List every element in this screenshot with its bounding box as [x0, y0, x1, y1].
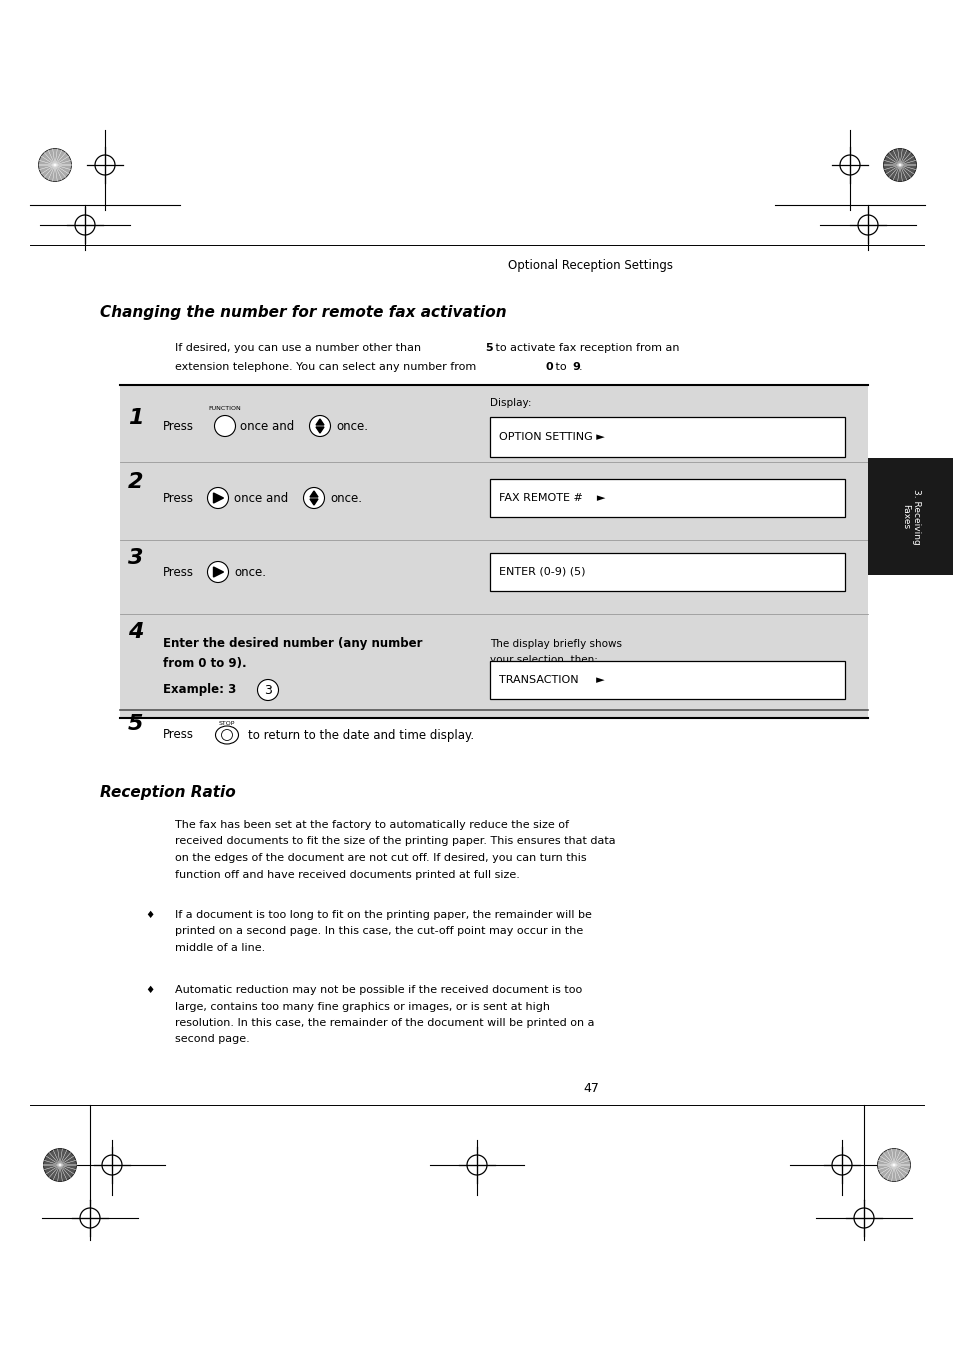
Text: 3: 3 — [264, 684, 272, 697]
Text: 3. Receiving
Faxes: 3. Receiving Faxes — [901, 489, 920, 544]
Text: to return to the date and time display.: to return to the date and time display. — [248, 728, 474, 742]
Circle shape — [882, 149, 916, 181]
Text: 5: 5 — [484, 343, 492, 353]
Text: Display:: Display: — [490, 399, 531, 408]
Circle shape — [44, 1148, 76, 1182]
Text: on the edges of the document are not cut off. If desired, you can turn this: on the edges of the document are not cut… — [174, 852, 586, 863]
Text: 5: 5 — [128, 713, 143, 734]
Text: Optional Reception Settings: Optional Reception Settings — [507, 258, 672, 272]
Text: ♦: ♦ — [145, 911, 154, 920]
Text: The display briefly shows: The display briefly shows — [490, 639, 621, 648]
Text: 9: 9 — [572, 362, 579, 372]
Text: once and: once and — [233, 492, 288, 504]
Text: Press: Press — [163, 728, 193, 742]
Bar — [490, 480, 844, 517]
Text: once.: once. — [233, 566, 266, 578]
Text: printed on a second page. In this case, the cut-off point may occur in the: printed on a second page. In this case, … — [174, 927, 582, 936]
Text: TRANSACTION     ►: TRANSACTION ► — [498, 676, 604, 685]
Text: second page.: second page. — [174, 1035, 250, 1044]
Text: Press: Press — [163, 492, 193, 504]
Text: Press: Press — [163, 420, 193, 432]
Circle shape — [214, 416, 235, 436]
Bar — [490, 553, 844, 590]
Text: 1: 1 — [128, 408, 143, 428]
Circle shape — [877, 1148, 909, 1182]
Text: If desired, you can use a number other than: If desired, you can use a number other t… — [174, 343, 424, 353]
Text: The fax has been set at the factory to automatically reduce the size of: The fax has been set at the factory to a… — [174, 820, 568, 830]
Polygon shape — [315, 427, 324, 434]
Polygon shape — [213, 493, 223, 503]
Text: 0: 0 — [544, 362, 552, 372]
Text: 47: 47 — [582, 1082, 598, 1094]
Text: FAX REMOTE #    ►: FAX REMOTE # ► — [498, 493, 605, 503]
Text: once.: once. — [330, 492, 361, 504]
Text: to activate fax reception from an: to activate fax reception from an — [492, 343, 679, 353]
Bar — [490, 661, 844, 698]
Text: function off and have received documents printed at full size.: function off and have received documents… — [174, 870, 519, 880]
Text: STOP: STOP — [218, 721, 235, 725]
Circle shape — [38, 149, 71, 181]
Polygon shape — [213, 567, 223, 577]
Text: large, contains too many fine graphics or images, or is sent at high: large, contains too many fine graphics o… — [174, 1001, 550, 1012]
Ellipse shape — [215, 725, 238, 744]
Bar — [490, 417, 844, 457]
Text: Reception Ratio: Reception Ratio — [100, 785, 235, 800]
Text: FUNCTION: FUNCTION — [209, 407, 241, 412]
Circle shape — [208, 488, 229, 508]
Circle shape — [257, 680, 278, 701]
Text: Enter the desired number (any number: Enter the desired number (any number — [163, 638, 422, 650]
Polygon shape — [310, 499, 317, 505]
Text: 3: 3 — [128, 549, 143, 567]
Bar — [867, 458, 953, 576]
Polygon shape — [310, 490, 317, 497]
Circle shape — [309, 416, 330, 436]
Text: received documents to fit the size of the printing paper. This ensures that data: received documents to fit the size of th… — [174, 836, 615, 847]
Text: extension telephone. You can select any number from: extension telephone. You can select any … — [174, 362, 479, 372]
Text: Press: Press — [163, 566, 193, 578]
Text: Changing the number for remote fax activation: Changing the number for remote fax activ… — [100, 304, 506, 319]
Text: Automatic reduction may not be possible if the received document is too: Automatic reduction may not be possible … — [174, 985, 581, 994]
Text: middle of a line.: middle of a line. — [174, 943, 265, 952]
Text: to: to — [552, 362, 570, 372]
Text: ♦: ♦ — [145, 985, 154, 994]
Circle shape — [208, 562, 229, 582]
Circle shape — [303, 488, 324, 508]
Text: your selection, then:: your selection, then: — [490, 655, 598, 665]
Text: Example: 3: Example: 3 — [163, 684, 236, 697]
Text: OPTION SETTING ►: OPTION SETTING ► — [498, 432, 604, 442]
Polygon shape — [315, 419, 324, 426]
Text: .: . — [578, 362, 582, 372]
Text: once.: once. — [335, 420, 368, 432]
Text: from 0 to 9).: from 0 to 9). — [163, 658, 247, 670]
Text: 4: 4 — [128, 621, 143, 642]
Text: 2: 2 — [128, 471, 143, 492]
Text: ENTER (0-9) (5): ENTER (0-9) (5) — [498, 567, 585, 577]
Bar — [120, 385, 867, 717]
Text: once and: once and — [240, 420, 294, 432]
Text: If a document is too long to fit on the printing paper, the remainder will be: If a document is too long to fit on the … — [174, 911, 591, 920]
Text: resolution. In this case, the remainder of the document will be printed on a: resolution. In this case, the remainder … — [174, 1019, 594, 1028]
